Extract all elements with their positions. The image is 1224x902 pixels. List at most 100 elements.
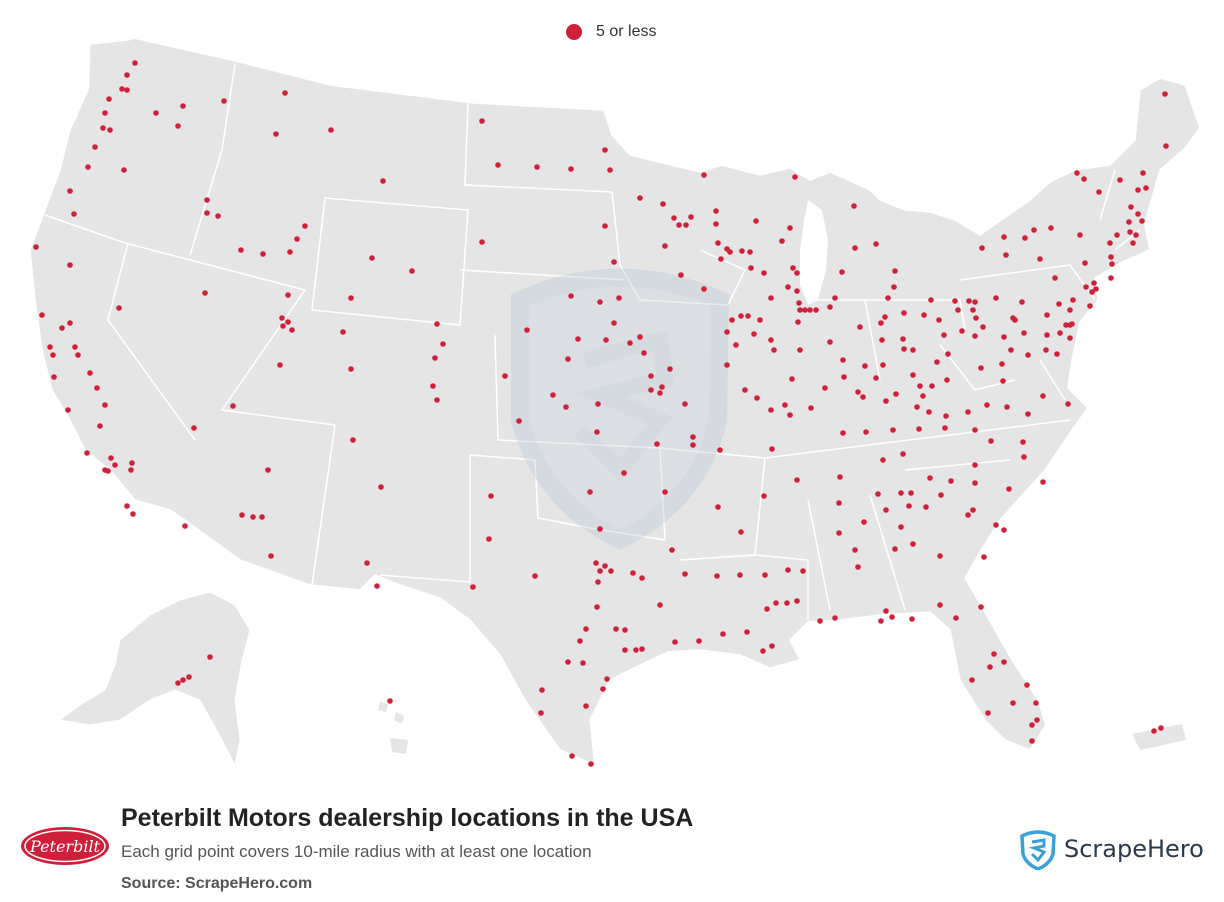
dealership-marker (285, 292, 291, 298)
dealership-marker (737, 572, 743, 578)
dealership-marker (1001, 334, 1007, 340)
dealership-marker (259, 514, 265, 520)
dealership-marker (221, 98, 227, 104)
dealership-marker (985, 710, 991, 716)
dealership-marker (432, 355, 438, 361)
dealership-marker (773, 600, 779, 606)
dealership-marker (627, 340, 633, 346)
dealership-marker (434, 397, 440, 403)
dealership-marker (717, 447, 723, 453)
dealership-marker (969, 677, 975, 683)
dealership-marker (1126, 219, 1132, 225)
dealership-marker (1052, 275, 1058, 281)
dealership-marker (921, 312, 927, 318)
dealership-marker (883, 507, 889, 513)
dealership-marker (1008, 347, 1014, 353)
dealership-marker (794, 598, 800, 604)
dealership-marker (970, 307, 976, 313)
dealership-marker (914, 404, 920, 410)
dealership-marker (671, 215, 677, 221)
dealership-marker (751, 331, 757, 337)
dealership-marker (744, 629, 750, 635)
dealership-marker (973, 315, 979, 321)
dealership-marker (387, 698, 393, 704)
dealership-marker (696, 638, 702, 644)
dealership-marker (906, 503, 912, 509)
dealership-marker (878, 320, 884, 326)
dealership-marker (1021, 454, 1027, 460)
dealership-marker (488, 493, 494, 499)
dealership-marker (1040, 393, 1046, 399)
dealership-marker (747, 249, 753, 255)
dealership-marker (923, 504, 929, 510)
dealership-marker (116, 305, 122, 311)
dealership-marker (943, 413, 949, 419)
dealership-marker (130, 511, 136, 517)
dealership-marker (1109, 261, 1115, 267)
dealership-marker (908, 490, 914, 496)
dealership-marker (1139, 218, 1145, 224)
dealership-marker (1019, 299, 1025, 305)
dealership-marker (745, 313, 751, 319)
dealership-marker (112, 462, 118, 468)
dealership-marker (128, 467, 134, 473)
dealership-marker (72, 344, 78, 350)
dealership-marker (597, 526, 603, 532)
dealership-marker (1135, 187, 1141, 193)
dealership-marker (1000, 378, 1006, 384)
dealership-marker (97, 423, 103, 429)
dealership-marker (1127, 229, 1133, 235)
dealership-marker (832, 295, 838, 301)
dealership-marker (999, 361, 1005, 367)
dealership-marker (230, 403, 236, 409)
dealership-marker (880, 457, 886, 463)
dealership-marker (539, 687, 545, 693)
dealership-marker (978, 604, 984, 610)
dealership-marker (840, 357, 846, 363)
dealership-marker (942, 425, 948, 431)
dealership-marker (926, 409, 932, 415)
dealership-marker (204, 210, 210, 216)
dealership-marker (328, 127, 334, 133)
dealership-marker (516, 418, 522, 424)
dealership-marker (714, 573, 720, 579)
dealership-marker (937, 553, 943, 559)
dealership-marker (568, 293, 574, 299)
dealership-marker (898, 490, 904, 496)
dealership-marker (1067, 307, 1073, 313)
dealership-marker (1044, 332, 1050, 338)
dealership-marker (972, 462, 978, 468)
dealership-marker (672, 639, 678, 645)
dealership-marker (180, 103, 186, 109)
dealership-marker (594, 604, 600, 610)
dealership-marker (901, 346, 907, 352)
dealership-marker (583, 626, 589, 632)
dealership-marker (587, 489, 593, 495)
dealership-marker (580, 660, 586, 666)
dealership-marker (71, 211, 77, 217)
dealership-marker (279, 315, 285, 321)
dealership-marker (102, 467, 108, 473)
dealership-marker (701, 172, 707, 178)
dealership-marker (250, 514, 256, 520)
dealership-marker (273, 131, 279, 137)
dealership-marker (733, 342, 739, 348)
dealership-marker (1001, 234, 1007, 240)
dealership-marker (860, 394, 866, 400)
dealership-marker (669, 547, 675, 553)
dealership-marker (186, 674, 192, 680)
dealership-marker (909, 616, 915, 622)
scrapehero-shield-icon (1020, 830, 1056, 870)
dealership-marker (409, 268, 415, 274)
dealership-marker (639, 575, 645, 581)
dealership-marker (594, 429, 600, 435)
dealership-marker (207, 654, 213, 660)
dealership-marker (106, 96, 112, 102)
dealership-marker (611, 320, 617, 326)
dealership-marker (768, 407, 774, 413)
dealership-marker (369, 255, 375, 261)
dealership-marker (718, 256, 724, 262)
dealership-marker (107, 127, 113, 133)
dealership-marker (175, 123, 181, 129)
dealership-marker (350, 437, 356, 443)
